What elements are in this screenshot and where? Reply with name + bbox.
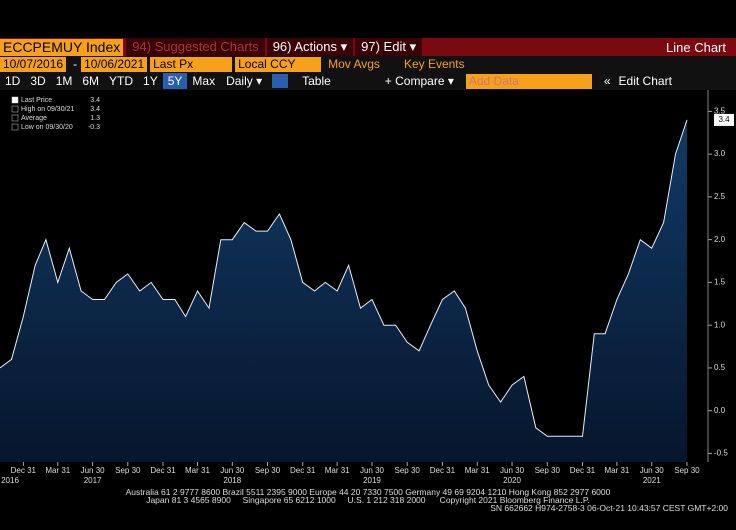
line-icon[interactable] [272, 74, 289, 88]
edit-chart[interactable]: Edit Chart [618, 74, 672, 88]
period-button[interactable]: 1M [55, 74, 73, 88]
frequency[interactable]: Daily ▾ [226, 74, 263, 88]
add-data[interactable]: Add Data [465, 73, 592, 89]
x-tick-label: Dec 31 [11, 466, 37, 475]
year-label: 2019 [363, 476, 381, 485]
period-bar: 1D 3D 1M 6M YTD 1Y 5Y Max Daily ▾ Table + Compare … [0, 72, 736, 90]
y-tick-label: 2.0 [714, 235, 726, 244]
period-button[interactable]: Max [192, 74, 216, 88]
year-label: 2017 [84, 476, 102, 485]
footer-line: SN 662662 H974-2758-3 06-Oct-21 10:43:57… [490, 503, 728, 513]
currency[interactable]: Local CCY [235, 56, 322, 72]
year-label: 2020 [503, 476, 521, 485]
date-bar: 10/07/2016 - 10/06/2021 Last Px Local CC… [0, 56, 736, 72]
compare-button[interactable]: + Compare ▾ [384, 74, 454, 88]
legend-value: -0.3 [88, 124, 100, 131]
legend-swatch [11, 123, 19, 131]
date-dash: - [73, 57, 78, 71]
legend-swatch [11, 96, 19, 104]
x-tick-label: Mar 31 [45, 466, 70, 475]
x-tick-label: Jun 30 [500, 466, 525, 475]
x-tick-label: Dec 31 [290, 466, 316, 475]
actions[interactable]: 96) Actions ▾ [266, 38, 354, 56]
y-tick-label: 2.5 [714, 192, 726, 201]
year-label: 2018 [223, 476, 241, 485]
y-tick-label: -0.5 [714, 449, 728, 458]
legend-value: 1.3 [90, 115, 100, 122]
y-tick-label: 0.0 [714, 406, 726, 415]
x-tick-label: Sep 30 [674, 466, 700, 475]
x-tick-label: Jun 30 [81, 466, 106, 475]
start-date[interactable]: 10/07/2016 [0, 56, 67, 72]
field[interactable]: Last Px [150, 56, 233, 72]
legend-value: 3.4 [90, 97, 100, 104]
legend-label: Low on 09/30/20 [21, 124, 73, 131]
x-tick-label: Dec 31 [430, 466, 456, 475]
legend-swatch [11, 105, 19, 113]
x-tick-label: Jun 30 [220, 466, 245, 475]
x-tick-label: Mar 31 [325, 466, 350, 475]
y-tick-label: 0.5 [714, 363, 726, 372]
collapse[interactable]: « [603, 74, 611, 88]
y-tick-label: 1.0 [714, 320, 726, 329]
period-button[interactable]: 6M [82, 74, 100, 88]
x-tick-label: Sep 30 [535, 466, 561, 475]
ticker[interactable]: ECCPEMUY Index [0, 38, 124, 56]
end-date[interactable]: 10/06/2021 [81, 56, 148, 72]
x-tick-label: Mar 31 [465, 466, 490, 475]
key-events[interactable]: Key Events [403, 57, 465, 71]
year-label: 2021 [643, 476, 661, 485]
legend-label: Last Price [21, 97, 52, 104]
period-button[interactable]: YTD [109, 74, 134, 88]
y-tick-label: 3.5 [714, 106, 726, 115]
legend-label: Average [21, 115, 47, 122]
chart: 3.4 -0.5 0.0 0.5 1.0 1.5 2.0 2.5 3.0 3.5 Dec 31 Mar… [0, 90, 734, 485]
x-tick-label: Dec 31 [570, 466, 596, 475]
last-value-label: 3.4 [718, 115, 730, 124]
x-tick-label: Sep 30 [255, 466, 281, 475]
y-tick-label: 1.5 [714, 278, 726, 287]
footer-line: Australia 61 2 9777 8600 Brazil 5511 239… [125, 487, 611, 497]
legend-value: 3.4 [90, 106, 100, 113]
suggested-charts[interactable]: 94) Suggested Charts [126, 38, 265, 56]
chart-kind: Line Chart [666, 39, 726, 55]
y-tick-label: 3.0 [714, 149, 726, 158]
last-value-box [714, 113, 734, 126]
line [0, 119, 688, 437]
period-button[interactable]: 1Y [143, 74, 158, 88]
area [0, 119, 687, 463]
x-tick-label: Dec 31 [150, 466, 176, 475]
title-bar: ECCPEMUY Index 94) Suggested Charts 96) … [0, 38, 736, 56]
x-tick-label: Mar 31 [604, 466, 629, 475]
period-button[interactable]: 5Y [162, 73, 188, 89]
footer-line: Japan 81 3 4565 8900 Singapore 65 6212 1… [146, 495, 590, 505]
year-label: 2016 [1, 476, 19, 485]
table-button[interactable]: Table [302, 74, 331, 88]
period-button[interactable]: 1D [5, 74, 21, 88]
mov-avgs[interactable]: Mov Avgs [328, 57, 380, 71]
period-button[interactable]: 3D [30, 74, 46, 88]
edit[interactable]: 97) Edit ▾ [355, 38, 423, 56]
legend-swatch [11, 114, 19, 122]
x-tick-label: Jun 30 [360, 466, 385, 475]
x-tick-label: Mar 31 [185, 466, 210, 475]
legend-label: High on 09/30/21 [21, 106, 74, 113]
x-tick-label: Sep 30 [115, 466, 141, 475]
x-tick-label: Jun 30 [640, 466, 665, 475]
x-tick-label: Sep 30 [395, 466, 421, 475]
